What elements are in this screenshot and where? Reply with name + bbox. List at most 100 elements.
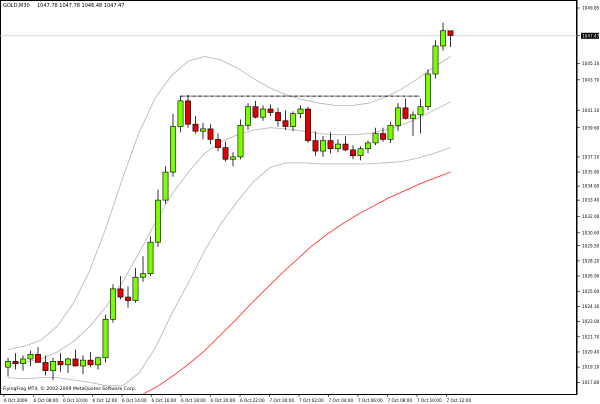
candle-bullish [290,113,296,127]
x-tick-label: 6 Oct 18:00 [181,398,206,403]
candle-bullish [177,100,184,127]
y-tick-label: 1037.10 [582,155,600,160]
candle-bullish [27,353,34,360]
y-tick-label: 1019.10 [582,365,600,370]
x-tick-label: 7 Oct 06:00 [358,398,383,403]
candle-bearish [402,107,409,119]
candle-bullish [335,143,341,150]
candle-bullish [132,276,139,301]
candle-bullish [417,106,424,116]
x-tick-label: 7 Oct 00:00 [270,398,295,403]
candle-bullish [102,318,109,359]
y-tick-label: 1034.60 [582,184,600,189]
x-tick-label: 6 Oct 20:00 [211,398,236,403]
x-tick-label: 6 Oct 10:00 [63,398,88,403]
candle-bearish [327,140,334,150]
candle-bearish [42,362,49,371]
candle-bearish [312,140,319,152]
x-tick-label: 6 Oct 12:00 [93,398,118,403]
y-tick-label: 1017.80 [582,380,600,385]
candle-bullish [357,148,364,157]
candle-bullish [162,171,169,201]
candle-bearish [57,360,64,366]
candle-bullish [410,114,416,119]
price-axis: 1049.85 1047.47 1045.10 1043.70 1041.10 1039.… [577,6,600,385]
candle-bearish [342,143,349,151]
candlesticks [5,22,454,380]
candle-bullish [200,128,206,132]
y-tick-label: 1047.47 [582,33,600,38]
candle-bullish [237,125,244,158]
candle-bearish [125,296,131,301]
candle-bullish [50,360,56,371]
y-tick-label: 1026.90 [582,274,600,279]
band-middle-line [7,101,451,364]
y-tick-label: 1023.00 [582,319,600,324]
y-tick-label: 1024.30 [582,304,600,309]
x-tick-label: 6 Oct 16:00 [152,398,177,403]
candle-bearish [350,149,356,157]
candle-bullish [387,125,394,140]
candle-bullish [440,30,446,47]
x-tick-label: 6 Oct 14:00 [122,398,147,403]
candle-bullish [425,73,431,107]
y-tick-label: 1033.40 [582,198,600,203]
candle-bullish [230,156,236,160]
bollinger-bands [7,56,451,387]
y-tick-label: 1039.60 [582,125,600,130]
y-tick-label: 1049.85 [582,6,600,11]
y-tick-label: 1025.60 [582,289,600,294]
moving-average-long [142,171,451,395]
candle-bearish [117,288,124,298]
y-tick-label: 1028.20 [582,258,600,263]
y-tick-label: 1043.70 [582,77,600,82]
candle-bullish [395,107,401,126]
x-tick-label: 7 Oct 10:00 [417,398,442,403]
candle-bullish [80,359,86,367]
y-tick-label: 1029.50 [582,243,600,248]
candle-bearish [222,147,229,160]
x-tick-label: 6 Oct 08:00 [34,398,59,403]
candle-bullish [110,288,116,320]
y-tick-label: 1041.10 [582,108,600,113]
candle-bullish [95,357,101,366]
band-upper-line [7,56,451,350]
candle-bearish [192,123,199,132]
x-tick-label: 6 Oct 2009 [4,398,28,403]
x-tick-label: 7 Oct 02:00 [299,398,324,403]
candle-bullish [140,273,146,278]
copyright-text: FiyingFrog MT4, © 2002-2009 MetaQuotes S… [3,385,136,392]
candle-bullish [432,45,439,75]
quote-values: 1047.78 1047.78 1046.48 1047.47 [37,3,124,9]
band-lower-line [7,147,451,387]
candle-bearish [275,112,281,122]
candle-bullish [297,108,304,114]
candle-bullish [320,140,326,152]
x-tick-label: 7 Oct 04:00 [329,398,354,403]
candle-bearish [282,120,289,127]
ma-long-line [142,171,451,395]
candle-bearish [87,359,94,366]
candle-bearish [380,133,386,140]
y-tick-label: 1020.40 [582,350,600,355]
candle-bullish [65,358,71,366]
y-tick-label: 1032.00 [582,214,600,219]
candle-bearish [305,108,311,141]
y-tick-label: 1035.80 [582,170,600,175]
candle-bearish [72,358,79,367]
candle-bullish [147,241,154,275]
candle-bullish [260,108,266,118]
candle-bearish [267,108,274,113]
candle-bearish [447,30,454,36]
y-tick-label: 1045.10 [582,61,600,66]
candle-bearish [12,360,19,364]
candle-bullish [20,358,26,364]
y-tick-label: 1030.60 [582,230,600,235]
symbol-label: GOLD,M30 [3,3,30,9]
candle-bearish [185,100,191,125]
candle-bullish [170,126,176,173]
y-tick-label: 1021.70 [582,334,600,339]
candle-bullish [365,142,371,150]
candle-bullish [5,360,11,368]
